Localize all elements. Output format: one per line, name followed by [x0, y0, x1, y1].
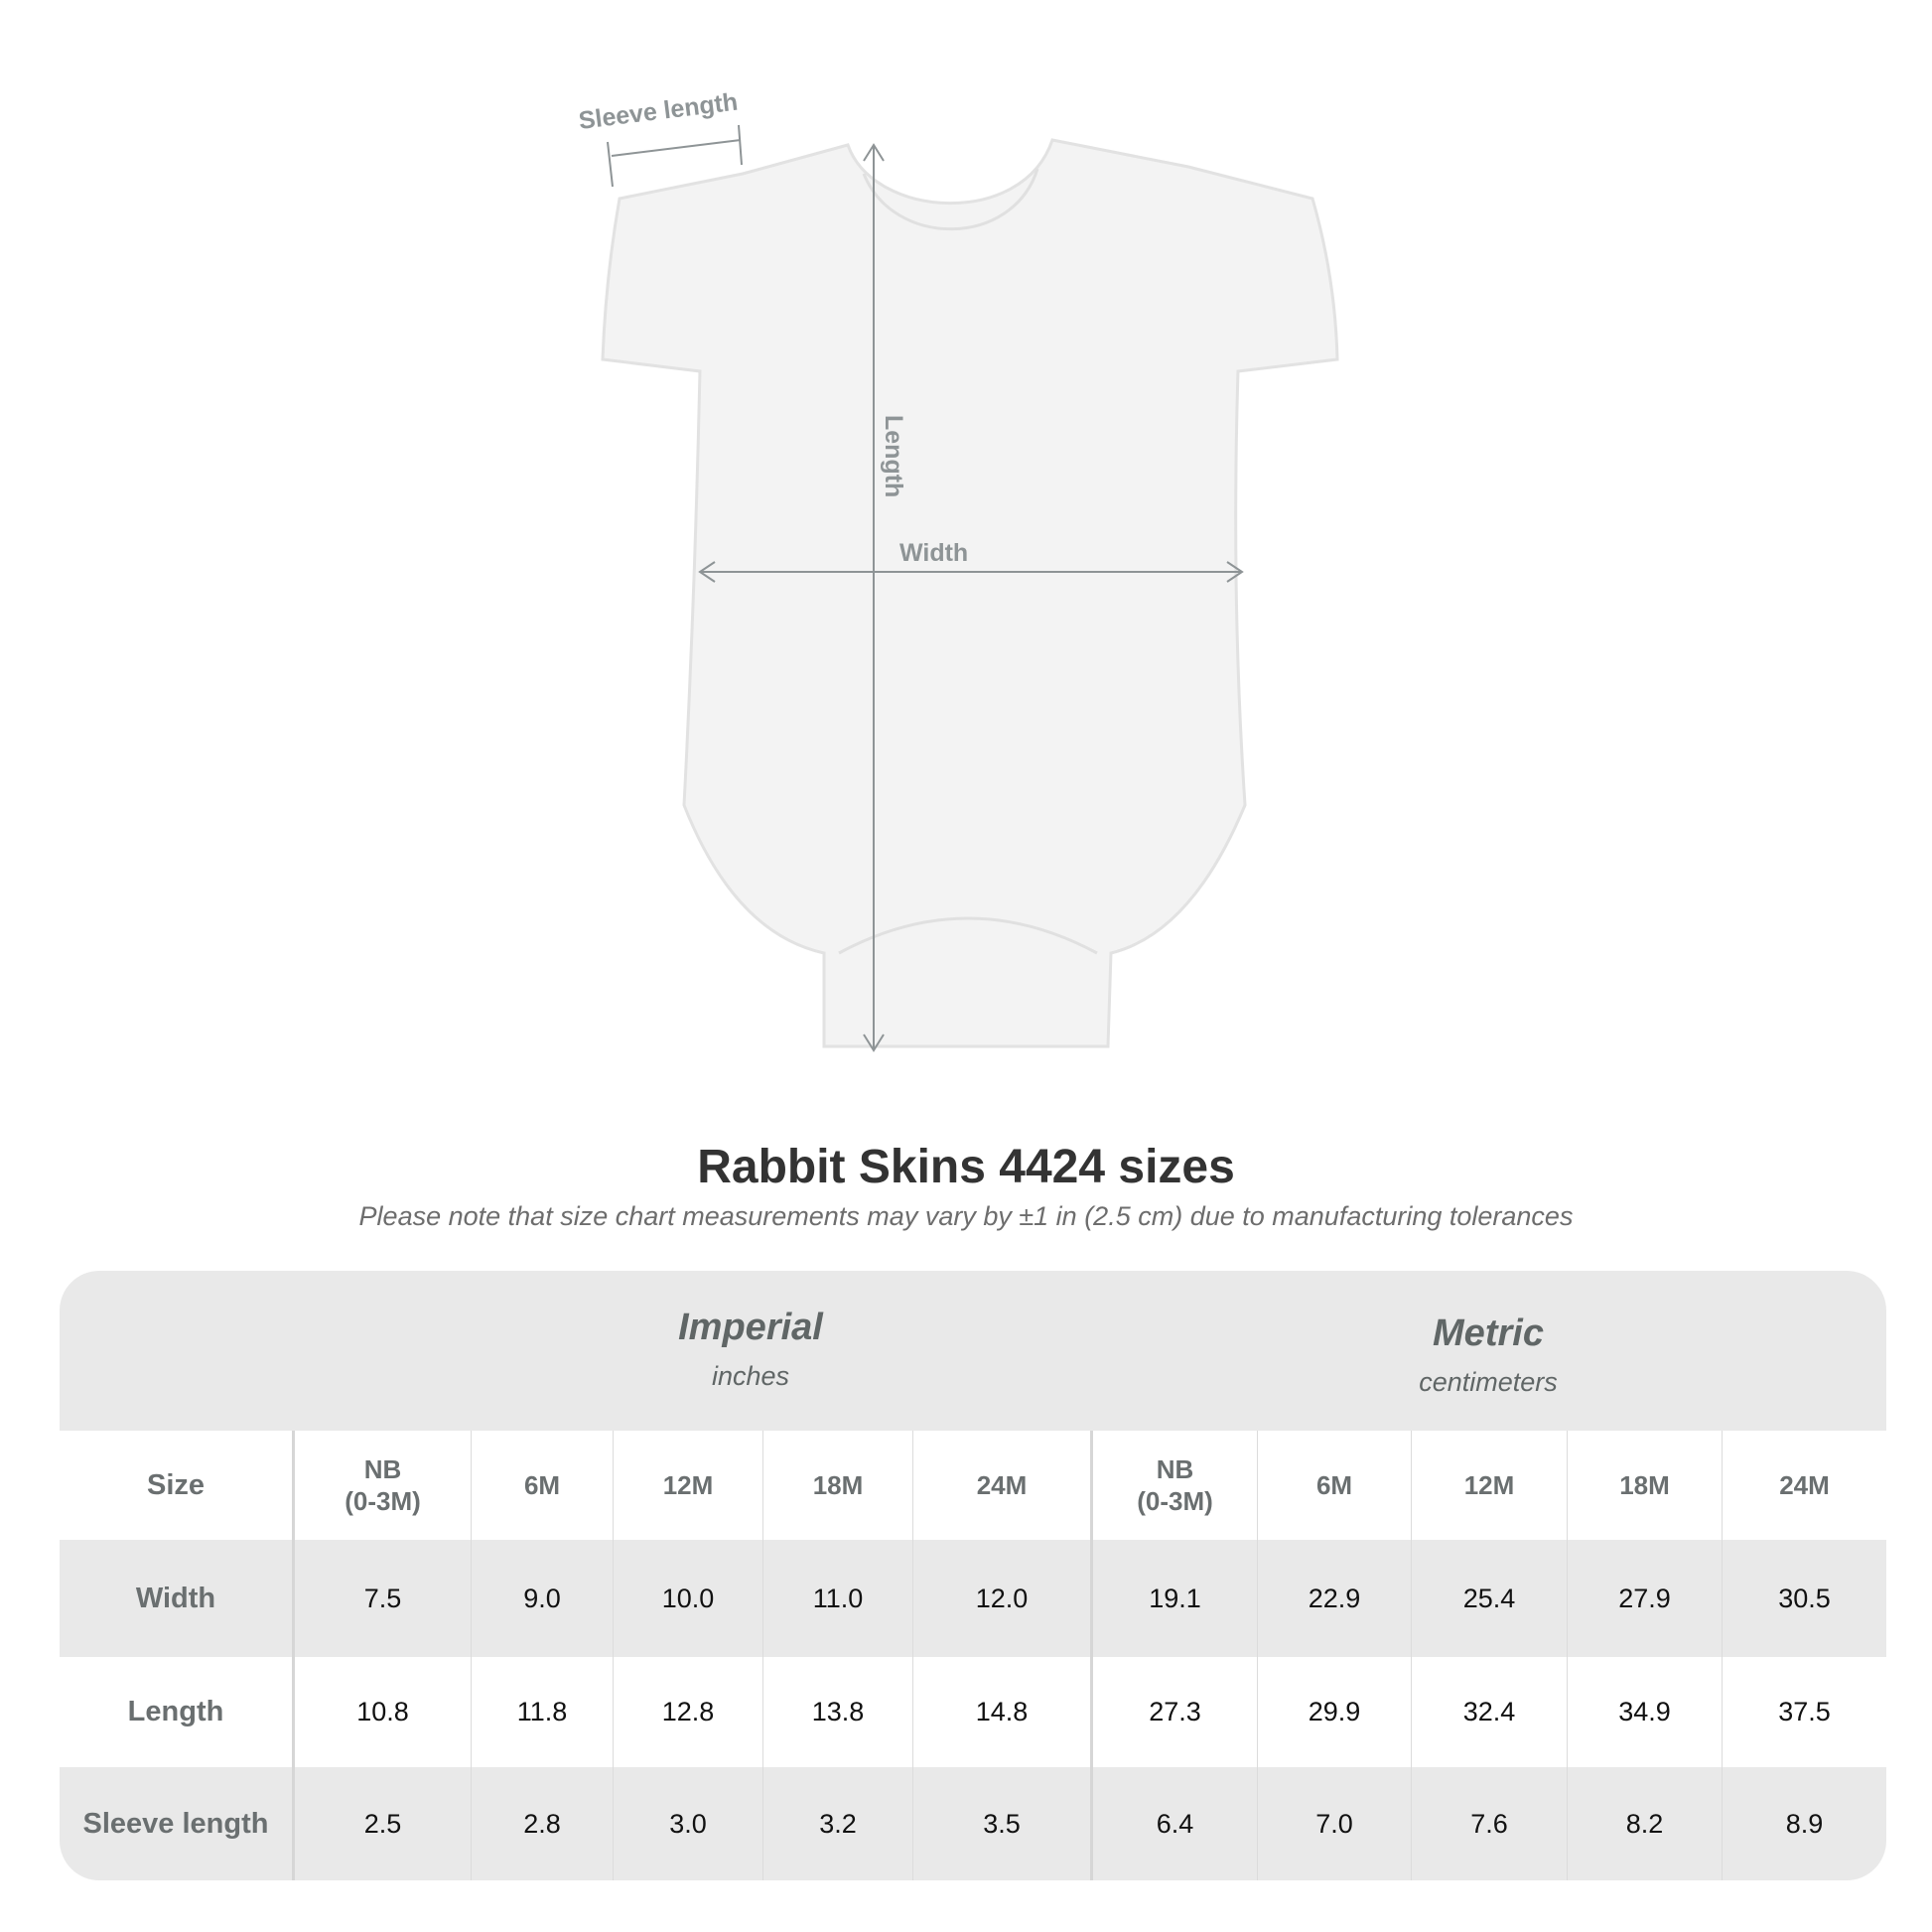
imperial-title: Imperial	[678, 1307, 823, 1348]
size-column-header: NB (0-3M)	[292, 1431, 471, 1540]
table-cell: 3.5	[912, 1767, 1090, 1880]
size-column-header: 12M	[1411, 1431, 1567, 1540]
table-cell: 8.9	[1722, 1767, 1886, 1880]
arrow-head	[863, 1034, 885, 1052]
size-column-header: 18M	[1567, 1431, 1722, 1540]
table-cell: 37.5	[1722, 1657, 1886, 1767]
table-cell: 34.9	[1567, 1657, 1722, 1767]
arrow-head	[863, 143, 885, 162]
size-column-header: NB (0-3M)	[1090, 1431, 1257, 1540]
table-cell: 3.0	[613, 1767, 762, 1880]
table-cell: 7.6	[1411, 1767, 1567, 1880]
imperial-header: Imperial inches	[351, 1307, 1150, 1392]
table-cell: 27.3	[1090, 1657, 1257, 1767]
row-label: Length	[127, 1696, 224, 1727]
size-header-row: Size NB (0-3M) 6M 12M 18M 24M NB (0-3M) 6M 12M 18…	[60, 1431, 1886, 1540]
table-cell: 7.5	[292, 1540, 471, 1657]
table-row: Length 10.8 11.8 12.8 13.8 14.8 27.3 29.9 32.4 34…	[60, 1657, 1886, 1767]
row-label: Sleeve length	[82, 1807, 269, 1840]
tolerance-note: Please note that size chart measurements…	[358, 1201, 1574, 1231]
table-cell: 29.9	[1257, 1657, 1411, 1767]
table-cell: 27.9	[1567, 1540, 1722, 1657]
sleeve-tick	[738, 124, 743, 166]
table-cell: 32.4	[1411, 1657, 1567, 1767]
size-column-header: 18M	[762, 1431, 912, 1540]
table-cell: 13.8	[762, 1657, 912, 1767]
size-column-header: 24M	[1722, 1431, 1886, 1540]
onesie-diagram: Sleeve length Length Width	[577, 88, 1339, 1052]
table-cell: 12.0	[912, 1540, 1090, 1657]
table-cell: 19.1	[1090, 1540, 1257, 1657]
sleeve-length-label: Sleeve length	[577, 88, 739, 135]
sleeve-measure-line	[611, 139, 742, 157]
table-cell: 9.0	[471, 1540, 613, 1657]
table-cell: 30.5	[1722, 1540, 1886, 1657]
length-label: Length	[880, 415, 907, 497]
arrow-head	[698, 561, 716, 583]
sleeve-tick	[607, 141, 614, 188]
size-column-header: 24M	[912, 1431, 1090, 1540]
table-cell: 2.8	[471, 1767, 613, 1880]
table-cell: 25.4	[1411, 1540, 1567, 1657]
size-column-header: 6M	[1257, 1431, 1411, 1540]
table-cell: 11.8	[471, 1657, 613, 1767]
table-cell: 14.8	[912, 1657, 1090, 1767]
arrow-head	[1226, 561, 1244, 583]
size-label: Size	[146, 1468, 206, 1501]
metric-unit: centimeters	[1419, 1367, 1558, 1397]
table-cell: 22.9	[1257, 1540, 1411, 1657]
table-row: Width 7.5 9.0 10.0 11.0 12.0 19.1 22.9 25.4 27.9 3…	[60, 1540, 1886, 1657]
table-cell: 6.4	[1090, 1767, 1257, 1880]
metric-header: Metric centimeters	[1090, 1312, 1886, 1398]
imperial-unit: inches	[711, 1361, 790, 1391]
table-row: Sleeve length 2.5 2.8 3.0 3.2 3.5 6.4 7.0 7.6 8.2…	[60, 1767, 1886, 1880]
onesie-garment	[601, 138, 1339, 1048]
table-cell: 10.8	[292, 1657, 471, 1767]
size-chart-table: Imperial inches Metric centimeters Size N…	[60, 1271, 1886, 1880]
table-cell: 3.2	[762, 1767, 912, 1880]
metric-title: Metric	[1433, 1312, 1544, 1354]
table-cell: 2.5	[292, 1767, 471, 1880]
table-cell: 12.8	[613, 1657, 762, 1767]
table-cell: 7.0	[1257, 1767, 1411, 1880]
page-title: Rabbit Skins 4424 sizes	[697, 1141, 1235, 1193]
snap-flap	[838, 916, 1098, 955]
row-label: Width	[135, 1582, 216, 1614]
table-cell: 8.2	[1567, 1767, 1722, 1880]
width-label: Width	[899, 539, 968, 567]
table-cell: 10.0	[613, 1540, 762, 1657]
size-column-header: 12M	[613, 1431, 762, 1540]
table-cell: 11.0	[762, 1540, 912, 1657]
size-column-header: 6M	[471, 1431, 613, 1540]
neckline	[862, 168, 1039, 231]
